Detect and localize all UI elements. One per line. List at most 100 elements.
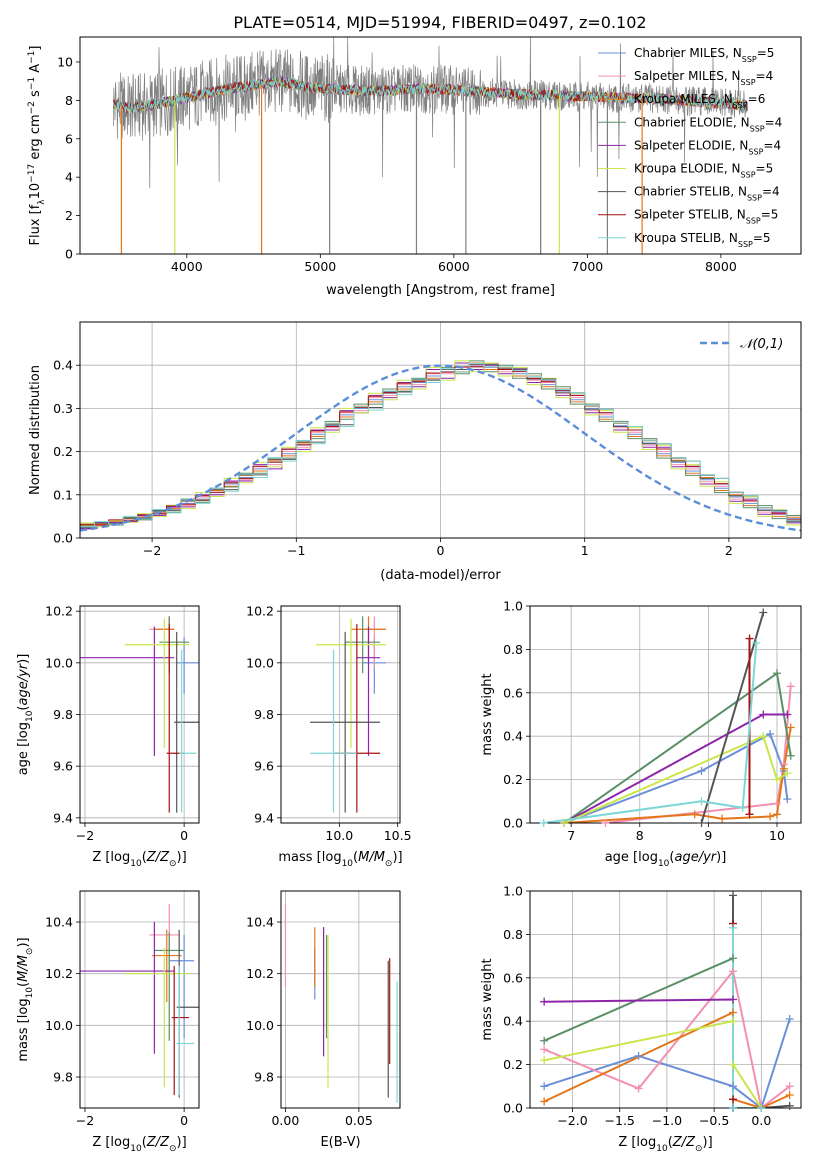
y-axis-label: age [log10(age/yr)] <box>16 654 35 776</box>
y-tick-label: 10.2 <box>45 604 73 619</box>
model-line <box>113 76 748 114</box>
weight-marker <box>729 954 738 963</box>
weight-marker <box>539 819 548 827</box>
error-bar-point <box>80 922 175 1054</box>
axes-spectrum: 4000 5000 6000 7000 8000 0 2 4 6 8 10 wavelength [A… <box>27 36 802 298</box>
plot-area-spectrum <box>113 37 748 254</box>
y-tick-label: 10.0 <box>246 1018 274 1033</box>
weight-marker <box>601 819 610 827</box>
y-tick-label: 0.1 <box>53 487 73 502</box>
weight-marker <box>772 669 781 678</box>
y-tick-label: 1.0 <box>503 884 523 899</box>
weight-marker <box>783 710 792 719</box>
y-tick-label: 2 <box>65 208 73 223</box>
error-bar-point <box>179 649 197 813</box>
x-tick-label: 0.0 <box>751 1113 771 1128</box>
y-tick-label: 4 <box>65 170 73 185</box>
observed-spectrum-line <box>113 37 748 189</box>
weight-marker <box>785 1082 794 1091</box>
y-tick-label: 0.4 <box>53 358 73 373</box>
weight-marker <box>745 634 754 643</box>
axes-weight-vs-Z: −2.0 −1.5 −1.0 −0.5 0.0 0.0 0.2 0.4 0.6 0.8 1.0 mas… <box>480 884 802 1154</box>
weight-marker <box>766 730 775 739</box>
legend-label: 𝒩(0,1) <box>740 337 783 352</box>
x-tick-label: 0 <box>180 1113 188 1128</box>
plot-area-mass-vs-Z <box>80 903 199 1098</box>
x-tick-label: 0 <box>180 828 188 843</box>
x-tick-label: −1.5 <box>605 1113 635 1128</box>
weight-marker <box>634 1084 643 1093</box>
legend-label: Salpeter STELIB, NSSP=5 <box>634 208 778 226</box>
weight-line <box>732 927 762 1108</box>
weight-line <box>700 612 765 823</box>
weight-marker <box>729 1095 738 1104</box>
y-tick-label: 10.2 <box>246 966 274 981</box>
model-line <box>113 77 748 114</box>
legend-label: Salpeter MILES, NSSP=4 <box>634 69 773 87</box>
error-bar-point <box>174 631 199 813</box>
y-tick-label: 9.8 <box>254 1070 274 1085</box>
x-axis-label: mass [log10(M/M⊙)] <box>278 850 402 869</box>
legend-label: Chabrier ELODIE, NSSP=4 <box>634 115 782 133</box>
x-tick-label: 10 <box>769 828 785 843</box>
weight-marker <box>729 1104 738 1112</box>
weight-marker <box>783 795 792 804</box>
x-axis-label: Z [log10(Z/Z⊙)] <box>618 1135 712 1154</box>
weight-marker <box>729 967 738 976</box>
x-tick-label: 0.05 <box>345 1113 373 1128</box>
x-tick-label: 1 <box>581 543 589 558</box>
weight-marker <box>718 814 727 823</box>
error-bar-point <box>124 947 190 1088</box>
legend: Chabrier MILES, NSSP=5 Salpeter MILES, NS… <box>598 46 782 248</box>
weight-line <box>563 734 788 823</box>
y-tick-label: 10.2 <box>45 966 73 981</box>
y-tick-label: 10.0 <box>45 1018 73 1033</box>
y-tick-label: 0.0 <box>53 531 73 546</box>
weight-marker <box>738 803 747 812</box>
error-bar-point <box>151 929 182 1003</box>
y-tick-label: 0.8 <box>503 927 523 942</box>
y-axis-label: mass weight <box>480 958 495 1040</box>
weight-marker <box>785 1015 794 1024</box>
weight-marker <box>540 1082 549 1091</box>
x-axis-label: Z [log10(Z/Z⊙)] <box>92 1135 186 1154</box>
y-tick-label: 9.6 <box>53 759 73 774</box>
x-axis-label: wavelength [Angstrom, rest frame] <box>326 283 555 298</box>
y-tick-label: 0.6 <box>503 685 523 700</box>
x-tick-label: 6000 <box>438 259 470 274</box>
x-axis-label: age [log10(age/yr)] <box>605 850 727 869</box>
weight-marker <box>759 710 768 719</box>
weight-marker <box>779 764 788 773</box>
axes-frame <box>79 890 200 1109</box>
y-axis-label: mass weight <box>480 673 495 755</box>
error-bar-point <box>80 626 175 756</box>
y-tick-label: 9.8 <box>53 1070 73 1085</box>
y-tick-label: 0.6 <box>503 970 523 985</box>
weight-marker <box>540 1045 549 1054</box>
y-tick-label: 0 <box>65 247 73 262</box>
y-tick-label: 1.0 <box>503 599 523 614</box>
x-tick-label: 10.0 <box>325 828 353 843</box>
weight-marker <box>729 923 738 932</box>
x-tick-label: 8000 <box>705 259 737 274</box>
legend-label: Chabrier MILES, NSSP=5 <box>634 46 774 64</box>
axes-mass-vs-Z: −2 0 9.8 10.0 10.2 10.4 Z [log10(Z/Z⊙)] mass [l… <box>16 890 200 1154</box>
weight-marker <box>759 608 768 617</box>
x-tick-label: 0.00 <box>271 1113 299 1128</box>
y-tick-label: 0.2 <box>53 444 73 459</box>
x-axis-label: Z [log10(Z/Z⊙)] <box>92 850 186 869</box>
y-axis-label: mass [log10(M/M⊙)] <box>16 937 35 1061</box>
y-tick-label: 0.3 <box>53 401 73 416</box>
normal-reference-curve <box>80 364 801 532</box>
x-tick-label: 10.5 <box>384 828 412 843</box>
weight-marker <box>757 1104 766 1112</box>
y-tick-label: 10.0 <box>246 655 274 670</box>
weight-marker <box>560 819 569 827</box>
y-tick-label: 8 <box>65 93 73 108</box>
y-tick-label: 0.2 <box>503 772 523 787</box>
weight-marker <box>729 995 738 1004</box>
x-tick-label: −2 <box>76 1113 94 1128</box>
axes-frame <box>280 890 401 1109</box>
error-bar-point <box>310 631 381 813</box>
